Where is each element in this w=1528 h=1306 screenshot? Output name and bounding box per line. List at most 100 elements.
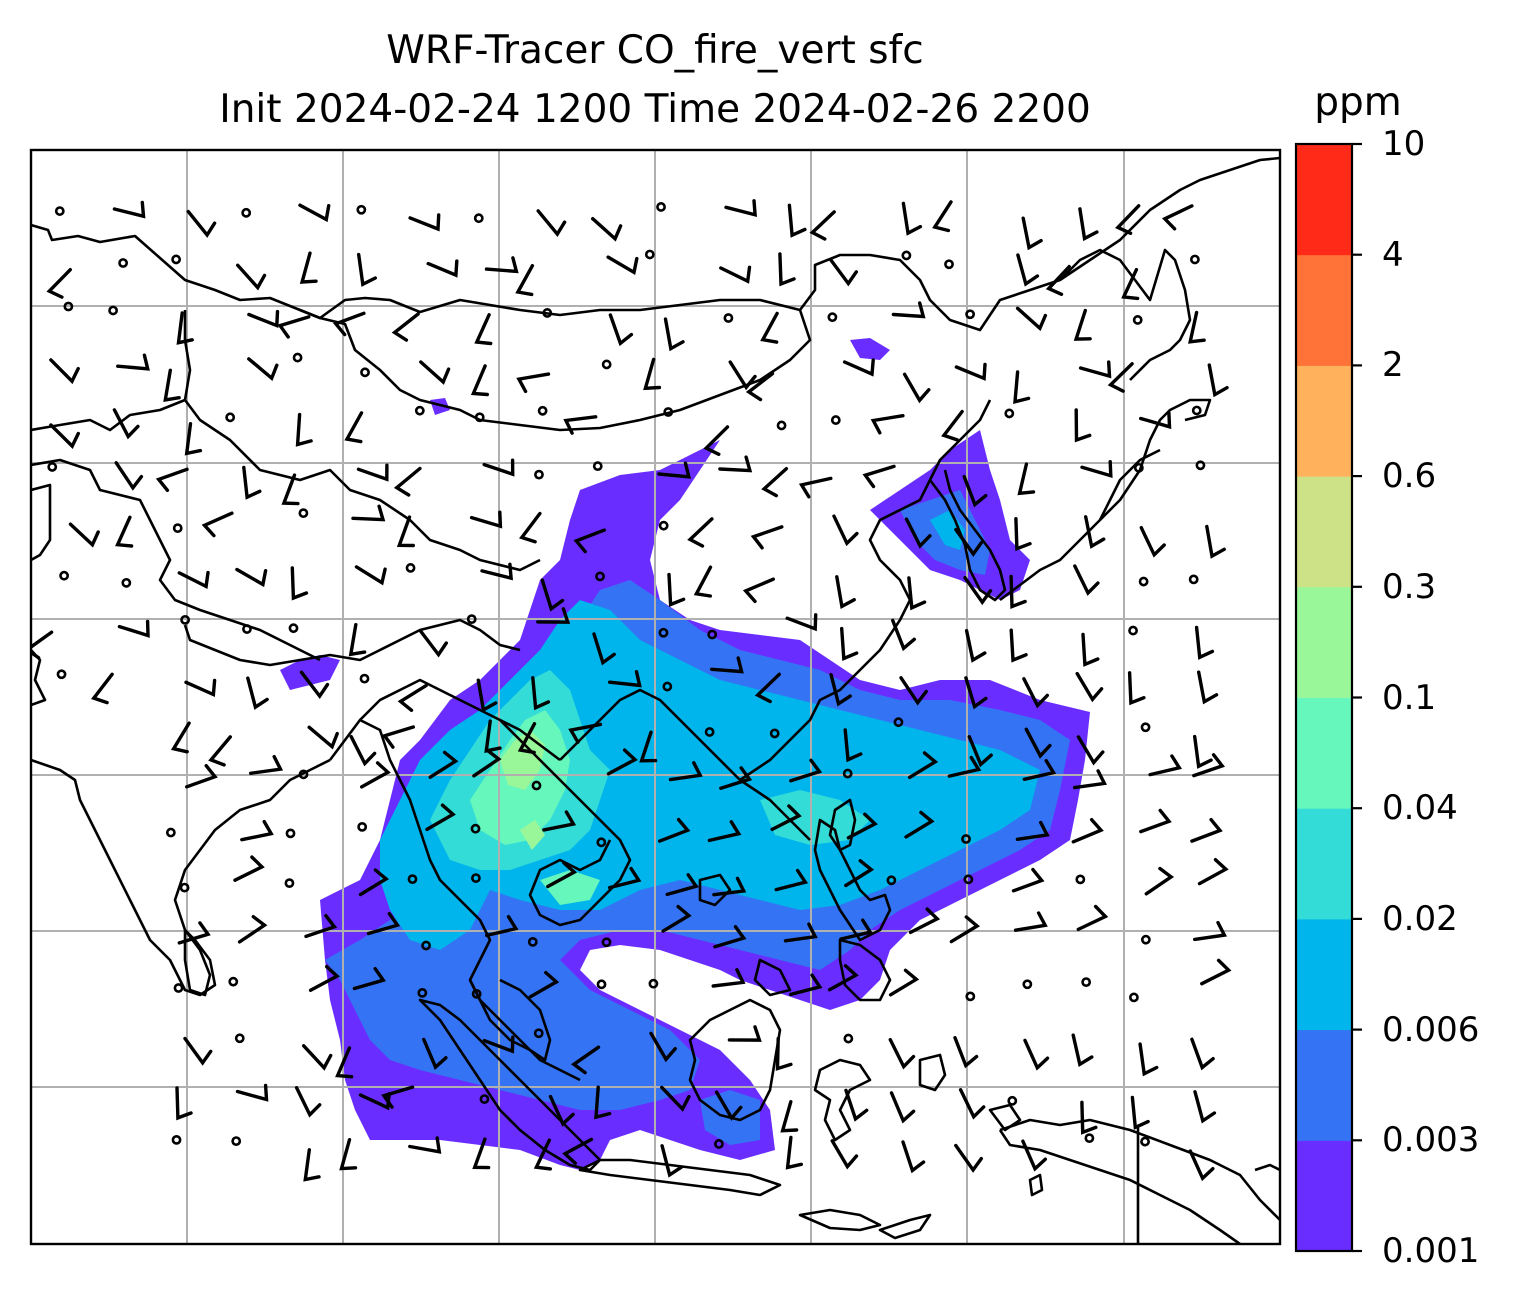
wind-barb [49,423,80,449]
wind-barb [339,1138,358,1171]
calm-wind-marker [542,308,553,318]
wind-barb [183,1036,213,1066]
calm-wind-marker [414,405,425,416]
wind-barb [901,1140,926,1174]
wind-barb [606,255,639,275]
wind-barb [482,1035,515,1054]
wind-barb [1021,1139,1047,1172]
wind-barb [562,1137,594,1165]
wind-barb [908,907,941,935]
wind-barb [1107,362,1134,393]
calm-wind-marker [234,1033,245,1044]
wind-barb [827,964,859,992]
wind-barb [953,1036,979,1069]
wind-barb [299,251,318,284]
wind-barb [469,510,503,529]
colorbar-tick-label: 0.006 [1382,1009,1480,1050]
calm-wind-marker [656,202,666,212]
wind-barb [1139,411,1172,430]
wind-barb [954,1143,983,1173]
colorbar-tick-label: 4 [1382,234,1404,275]
calm-wind-marker [1140,1136,1150,1147]
wind-barb [727,1025,762,1042]
wind-barb [1016,253,1040,287]
wind-barb [891,301,926,319]
wind-barb [665,873,699,897]
colorbar-tick-label: 10 [1382,124,1426,164]
calm-wind-marker [1140,722,1151,733]
wind-barb [1024,727,1052,759]
wind-barb [657,461,692,479]
calm-wind-marker [405,563,416,573]
wind-barb [1197,670,1219,705]
wind-barb [761,467,788,498]
wind-barb [661,904,692,933]
wind-barb [360,761,391,789]
wind-barb [639,730,658,763]
wind-barb [844,1088,869,1122]
wind-barb [391,312,420,342]
wind-barb [783,922,818,943]
wind-barb [687,517,714,548]
wind-barb [719,766,753,790]
calm-wind-marker [172,523,183,534]
calm-wind-marker [1128,625,1138,636]
calm-wind-marker [963,874,974,885]
colorbar-band [1296,697,1352,809]
wind-barb [474,313,493,346]
colorbar-tick-label: 0.1 [1382,677,1437,718]
wind-barb [396,515,415,548]
wind-barb [750,525,784,550]
calm-wind-marker [47,462,58,472]
calm-wind-marker [407,874,418,885]
wind-barb [1071,818,1104,844]
calm-wind-marker [1084,1133,1095,1144]
calm-wind-marker [171,254,182,265]
calm-wind-marker [901,250,912,261]
wind-barb [809,210,836,241]
calm-wind-marker [1133,462,1144,473]
wind-barb [1015,306,1048,332]
calm-wind-marker [601,359,612,370]
wind-barb [1071,1033,1094,1067]
wind-barb [31,630,54,660]
calm-wind-marker [1189,254,1200,265]
colorbar-band [1296,1029,1352,1141]
wind-barb [548,1094,575,1127]
wind-barb [1078,207,1099,242]
wind-barb [546,861,578,889]
wind-barb [774,868,809,892]
calm-wind-marker [965,991,976,1002]
wind-barb [1076,735,1105,766]
wind-barb [1205,524,1226,559]
calm-wind-marker [707,629,718,640]
wind-barb [480,562,513,581]
calm-wind-marker [527,936,538,947]
wind-barb [366,912,401,936]
wind-barb [707,820,742,843]
calm-wind-marker [842,768,853,779]
wind-barb [962,474,988,508]
wind-barb [354,565,387,586]
calm-wind-marker [533,1028,544,1039]
wind-barb [1080,1100,1098,1135]
wind-barb [1014,517,1032,552]
wind-barb [703,425,730,456]
colorbar-band [1296,254,1352,366]
wind-barb [116,353,150,371]
colorbar-unit-label: ppm [1314,80,1402,125]
calm-wind-marker [944,259,954,270]
wind-barb [235,567,268,588]
wind-barb [303,1148,321,1182]
calm-wind-marker [1022,979,1033,990]
wind-barb [1023,1038,1050,1071]
wind-barb [1139,808,1172,834]
wind-barb [754,672,781,704]
calm-wind-marker [242,624,252,634]
calm-wind-marker [723,313,734,323]
wind-barb [954,527,984,557]
wind-barb [1013,370,1031,405]
wind-barb [515,264,535,297]
wind-barb [1076,904,1109,932]
wind-barb [1139,526,1166,558]
